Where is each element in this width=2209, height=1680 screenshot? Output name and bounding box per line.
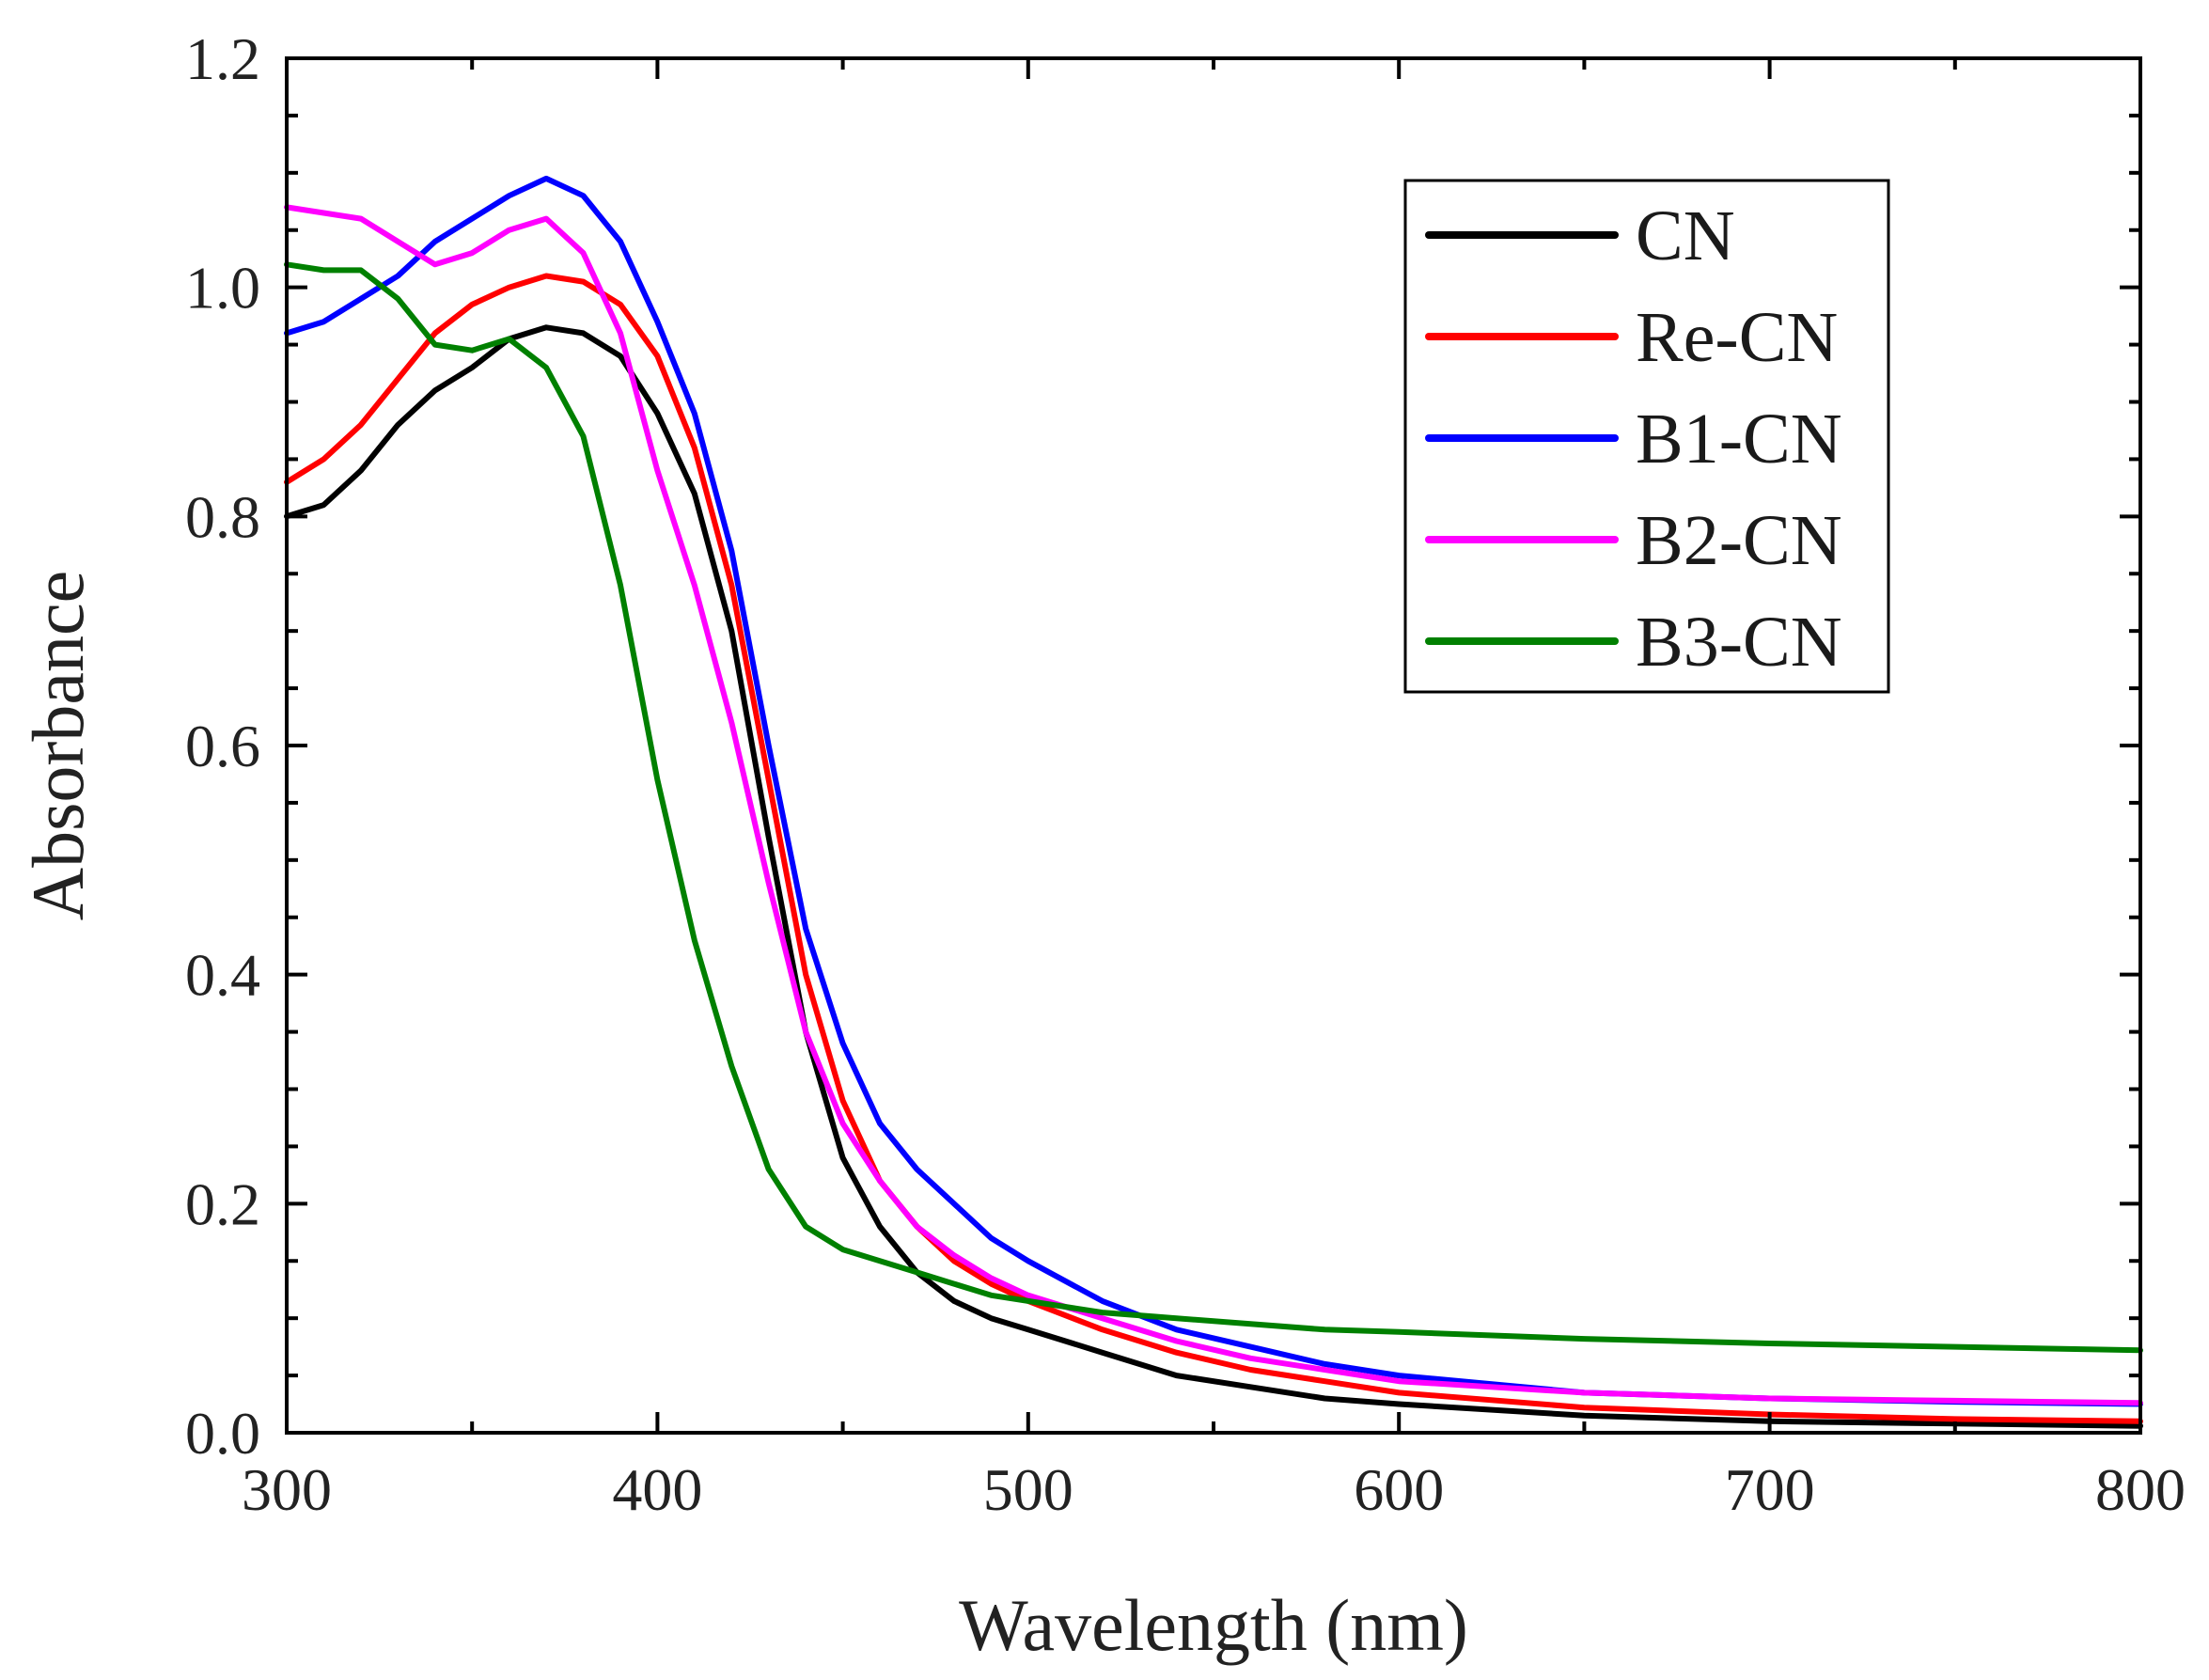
legend-label-b3-cn: B3-CN (1636, 603, 1842, 682)
y-tick-label: 0.8 (185, 483, 260, 550)
series-line-b3-cn (284, 261, 2143, 1354)
x-tick-label: 700 (1725, 1456, 1815, 1523)
y-tick-label: 0.4 (185, 942, 260, 1009)
series-line-re-cn (284, 273, 2143, 1424)
series-layer (284, 175, 2143, 1429)
x-tick-label: 800 (2095, 1456, 2186, 1523)
y-tick-label: 1.2 (185, 25, 260, 92)
series-line-cn (284, 324, 2143, 1429)
x-tick-label: 300 (242, 1456, 332, 1523)
tick-layer: 300 400 500 600 700 800 0.0 0.2 0.4 0.6 0.8 1.0 1.2 (185, 25, 2186, 1523)
x-axis-title: Wavelength (nm) (959, 1584, 1468, 1666)
series-line-b2-cn (284, 204, 2143, 1406)
legend-label-re-cn: Re-CN (1636, 298, 1838, 377)
legend-label-b1-cn: B1-CN (1636, 400, 1842, 479)
legend: CN Re-CN B1-CN B2-CN B3-CN (1403, 179, 1890, 694)
legend-label-cn: CN (1636, 196, 1735, 275)
y-axis-title: Absorbance (17, 571, 99, 921)
series-line-b1-cn (284, 175, 2143, 1407)
legend-label-b2-cn: B2-CN (1636, 501, 1842, 580)
y-tick-label: 0.2 (185, 1170, 260, 1237)
legend-items: CN Re-CN B1-CN B2-CN B3-CN (1425, 196, 1842, 682)
y-tick-label: 0.6 (185, 713, 260, 779)
y-tick-label: 0.0 (185, 1400, 260, 1467)
x-tick-label: 600 (1354, 1456, 1444, 1523)
x-tick-label: 500 (983, 1456, 1073, 1523)
y-tick-label: 1.0 (185, 255, 260, 322)
x-tick-label: 400 (612, 1456, 702, 1523)
